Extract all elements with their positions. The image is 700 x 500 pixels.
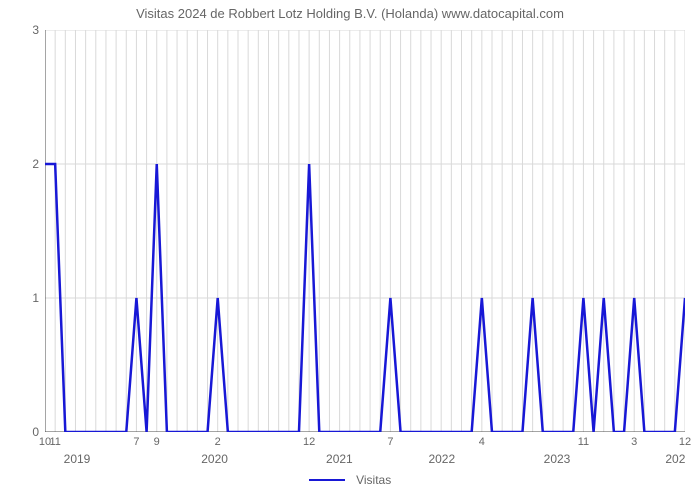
chart-container: { "chart": { "type": "line", "title": "V… [0,0,700,500]
plot-area [45,30,685,432]
x-tick-minor-label: 9 [154,436,160,448]
x-tick-minor-label: 11 [578,436,589,448]
x-tick-major-label: 2019 [64,452,91,466]
chart-title: Visitas 2024 de Robbert Lotz Holding B.V… [0,6,700,21]
x-tick-major-label: 2023 [544,452,571,466]
x-tick-major-label: 2020 [201,452,228,466]
x-tick-minor-label: 3 [631,436,637,448]
x-tick-major-label: 202 [665,452,685,466]
y-tick-label: 3 [21,23,39,37]
x-tick-major-label: 2022 [428,452,455,466]
x-tick-minor-label: 7 [387,436,393,448]
x-tick-minor-label: 4 [479,436,485,448]
y-tick-label: 0 [21,425,39,439]
legend-swatch [309,479,345,481]
x-tick-minor-label: 2 [215,436,221,448]
x-tick-minor-label: 12 [679,436,691,448]
y-tick-label: 1 [21,291,39,305]
x-tick-minor-label: 7 [133,436,139,448]
x-tick-minor-label: 12 [303,436,315,448]
x-tick-major-label: 2021 [326,452,353,466]
legend: Visitas [0,472,700,487]
legend-label: Visitas [356,473,391,487]
y-tick-label: 2 [21,157,39,171]
x-tick-minor-label: 11 [49,436,60,448]
